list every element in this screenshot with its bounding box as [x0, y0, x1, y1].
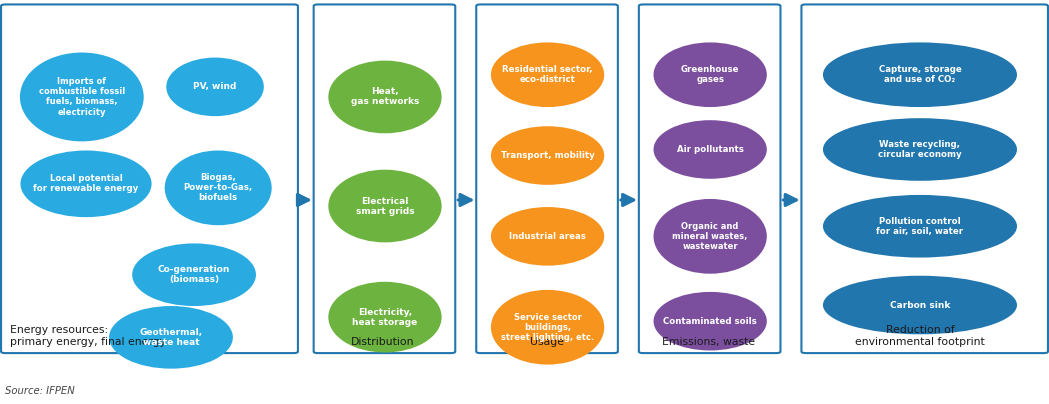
- Ellipse shape: [654, 292, 767, 351]
- Text: Waste recycling,
circular economy: Waste recycling, circular economy: [878, 140, 962, 159]
- Text: Emissions, waste: Emissions, waste: [662, 337, 754, 347]
- Ellipse shape: [20, 53, 144, 141]
- FancyBboxPatch shape: [639, 4, 780, 353]
- Ellipse shape: [491, 207, 604, 266]
- Text: Contaminated soils: Contaminated soils: [663, 317, 757, 326]
- Ellipse shape: [328, 61, 442, 133]
- Text: Pollution control
for air, soil, water: Pollution control for air, soil, water: [876, 217, 964, 236]
- Ellipse shape: [21, 151, 151, 217]
- Ellipse shape: [822, 118, 1018, 181]
- Text: Carbon sink: Carbon sink: [890, 301, 950, 309]
- Ellipse shape: [166, 57, 263, 116]
- Ellipse shape: [822, 195, 1018, 258]
- Ellipse shape: [822, 42, 1018, 107]
- FancyBboxPatch shape: [801, 4, 1048, 353]
- Text: Geothermal,
waste heat: Geothermal, waste heat: [140, 328, 202, 347]
- Ellipse shape: [654, 199, 767, 274]
- Text: Distribution: Distribution: [351, 337, 414, 347]
- Text: PV, wind: PV, wind: [193, 82, 237, 91]
- Text: Electrical
smart grids: Electrical smart grids: [356, 196, 414, 216]
- Text: Energy resources:
primary energy, final energy: Energy resources: primary energy, final …: [10, 325, 167, 347]
- Text: Co-generation
(biomass): Co-generation (biomass): [158, 265, 230, 284]
- Text: Reduction of
environmental footprint: Reduction of environmental footprint: [855, 325, 985, 347]
- Text: Imports of
combustible fossil
fuels, biomass,
electricity: Imports of combustible fossil fuels, bio…: [39, 78, 125, 116]
- Text: Source: IFPEN: Source: IFPEN: [5, 386, 74, 396]
- Text: Air pollutants: Air pollutants: [677, 145, 744, 154]
- FancyBboxPatch shape: [314, 4, 455, 353]
- Ellipse shape: [132, 243, 256, 306]
- Ellipse shape: [165, 150, 272, 225]
- Ellipse shape: [654, 120, 767, 179]
- Text: Organic and
mineral wastes,
wastewater: Organic and mineral wastes, wastewater: [672, 222, 748, 251]
- Ellipse shape: [491, 42, 604, 107]
- Text: Electricity,
heat storage: Electricity, heat storage: [352, 307, 418, 327]
- FancyBboxPatch shape: [476, 4, 618, 353]
- Text: Transport, mobility: Transport, mobility: [500, 151, 595, 160]
- Text: Residential sector,
eco-district: Residential sector, eco-district: [502, 65, 593, 84]
- Text: Greenhouse
gases: Greenhouse gases: [681, 65, 740, 84]
- FancyBboxPatch shape: [1, 4, 298, 353]
- Ellipse shape: [109, 306, 233, 368]
- Ellipse shape: [328, 282, 442, 352]
- Ellipse shape: [491, 290, 604, 364]
- Text: Heat,
gas networks: Heat, gas networks: [350, 87, 420, 107]
- Text: Industrial areas: Industrial areas: [509, 232, 586, 241]
- Text: Service sector
buildings,
street lighting, etc.: Service sector buildings, street lightin…: [501, 313, 594, 342]
- Text: Local potential
for renewable energy: Local potential for renewable energy: [34, 174, 138, 194]
- Ellipse shape: [654, 42, 767, 107]
- Text: Capture, storage
and use of CO₂: Capture, storage and use of CO₂: [879, 65, 961, 84]
- Ellipse shape: [328, 170, 442, 242]
- Ellipse shape: [491, 126, 604, 185]
- Ellipse shape: [822, 276, 1018, 335]
- Text: Usage: Usage: [530, 337, 563, 347]
- Text: Biogas,
Power-to-Gas,
biofuels: Biogas, Power-to-Gas, biofuels: [184, 173, 253, 202]
